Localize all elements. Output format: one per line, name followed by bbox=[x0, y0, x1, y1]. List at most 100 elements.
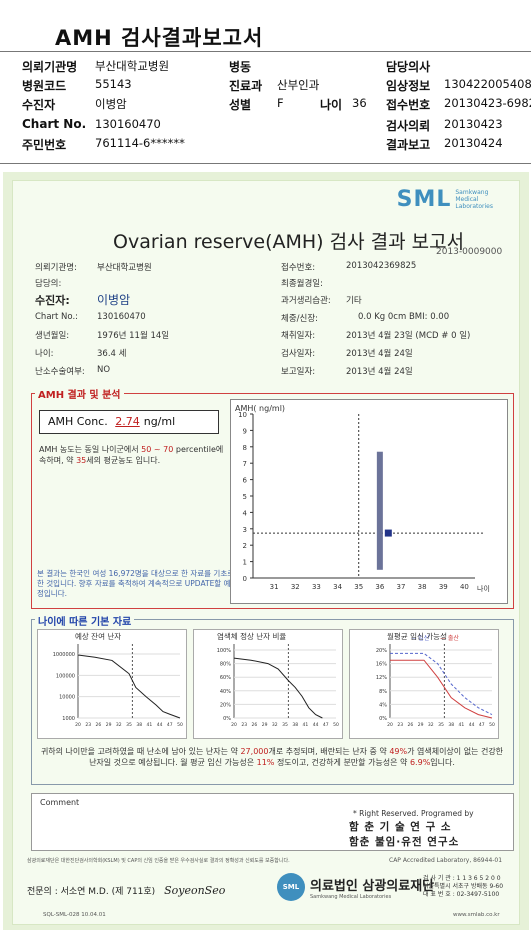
amh-text-2: percentile에 속하며, 약 bbox=[39, 445, 224, 465]
amh-data-note: 본 결과는 한국인 여성 16,972명을 대상으로 한 자료를 기초로 한 것… bbox=[37, 569, 235, 598]
normal-chart-xtick-label: 26 bbox=[252, 722, 258, 728]
info-value-collection-date: 2013년 4월 23일 (MCD # 0 일) bbox=[346, 331, 471, 341]
contact-line-3: 대 표 번 호 : 02-3497-5100 bbox=[423, 891, 500, 898]
value-chart-no: 130160470 bbox=[95, 117, 161, 131]
amh-section-title: AMH 결과 및 분석 bbox=[35, 386, 124, 401]
preg-chart-xtick-label: 29 bbox=[418, 722, 424, 728]
eggs-chart-xtick-label: 47 bbox=[167, 722, 173, 728]
label-resident-no: 주민번호 bbox=[22, 138, 67, 152]
label-ward: 병동 bbox=[229, 60, 252, 74]
info-label-test-date: 검사일자: bbox=[281, 349, 316, 359]
amh-concentration-box: AMH Conc. 2.74 ng/ml bbox=[39, 410, 219, 434]
rights-text: * Right Reserved. Programed by bbox=[353, 809, 474, 818]
preg-chart-ytick-label: 4% bbox=[379, 702, 387, 708]
eggs-chart-ytick-label: 1000 bbox=[62, 716, 75, 722]
info-label-patient: 수진자: bbox=[35, 294, 70, 307]
info-value-institution: 부산대학교병원 bbox=[97, 263, 152, 273]
value-patient: 이병암 bbox=[95, 97, 127, 111]
doctor-name: 전문의 : 서소연 M.D. (제 711호) bbox=[27, 887, 156, 897]
value-hospital-code: 55143 bbox=[95, 77, 132, 91]
amh-chart-ytick-label: 2 bbox=[243, 542, 247, 550]
preg-chart-legend-pregnancy: -- 임신 bbox=[412, 634, 429, 642]
contact-line-2: 서울특별시 서초구 방배동 9-60 bbox=[423, 883, 504, 890]
institute-name-1: 함 춘 기 술 연 구 소 bbox=[349, 821, 452, 833]
pregnancy-chance-chart: 20% 16% 12% 8% 4% 0%20 23 26 29 32 35 38 41 44 47 50 -- … bbox=[376, 634, 495, 728]
normal-chart-xtick-label: 41 bbox=[303, 722, 309, 728]
eggs-chart-ytick-label: 10000 bbox=[59, 695, 75, 701]
info-label-weight-height: 체중/신장: bbox=[281, 314, 319, 324]
preg-chart-xtick-label: 23 bbox=[397, 722, 403, 728]
info-label-last-period: 최종월경일: bbox=[281, 279, 323, 289]
preg-chart-ytick-label: 8% bbox=[379, 689, 387, 695]
age-text-c: 가 염색체이상이 없는 건강한 난자일 것으로 예상됩니다. 월 평균 임신 가… bbox=[89, 747, 504, 767]
cap-accreditation: CAP Accredited Laboratory, 86944-01 bbox=[389, 857, 503, 864]
eggs-chart-xtick-label: 23 bbox=[85, 722, 91, 728]
eggs-chart-xtick-label: 44 bbox=[157, 722, 163, 728]
amh-chart-xtick-label: 31 bbox=[270, 583, 279, 591]
preg-chart-xtick-label: 50 bbox=[489, 722, 495, 728]
amh-chart-ytick-label: 3 bbox=[243, 526, 247, 534]
eggs-chart-xtick-label: 50 bbox=[177, 722, 183, 728]
info-value-receipt-no: 2013042369825 bbox=[346, 261, 417, 271]
label-clinical-info: 임상정보 bbox=[386, 79, 431, 93]
eggs-chart-xtick-label: 29 bbox=[106, 722, 112, 728]
doctor-signature-line: 전문의 : 서소연 M.D. (제 711호) SoyeonSeo bbox=[27, 884, 225, 897]
amh-result-box bbox=[31, 393, 514, 609]
info-value-menstrual-habit: 기타 bbox=[346, 296, 362, 306]
info-value-age: 36.4 세 bbox=[97, 349, 127, 359]
amh-chart-xtick-label: 37 bbox=[397, 583, 406, 591]
value-institution: 부산대학교병원 bbox=[95, 59, 170, 73]
age-eggs-count: 27,000 bbox=[240, 747, 269, 756]
amh-chart-xtick-label: 34 bbox=[333, 583, 342, 591]
amh-chart-xlabel: 나이 bbox=[477, 584, 490, 593]
foundation-emblem-icon: SML bbox=[277, 873, 305, 901]
amh-text-1: AMH 농도는 동일 나이군에서 bbox=[39, 445, 139, 454]
age-section-title: 나이에 따른 기본 자료 bbox=[35, 613, 135, 628]
normal-chart-ytick-label: 0% bbox=[223, 716, 231, 722]
eggs-chart-line bbox=[77, 654, 181, 719]
value-department: 산부인과 bbox=[277, 78, 320, 92]
amh-chart-ytick-label: 5 bbox=[243, 493, 247, 501]
info-label-chart-no: Chart No.: bbox=[35, 312, 79, 322]
info-value-weight-height: 0.0 Kg 0cm BMI: 0.00 bbox=[358, 312, 450, 322]
comment-box: Comment bbox=[31, 793, 514, 851]
preg-chart-xtick-label: 20 bbox=[387, 722, 393, 728]
value-receipt-no: 20130423-6982 bbox=[444, 96, 531, 110]
amh-chart-range-bar bbox=[376, 451, 383, 570]
eggs-chart-xtick-label: 38 bbox=[136, 722, 142, 728]
amh-percentile-range: 50 ~ 70 bbox=[141, 445, 174, 454]
amh-chart-patient-point bbox=[384, 529, 392, 537]
preg-chart-legend-birth: — 출산 bbox=[440, 634, 459, 642]
preg-chart-ytick-label: 0% bbox=[379, 716, 387, 722]
mini-title-normal: 염색체 정상 난자 비율 bbox=[217, 632, 287, 641]
preg-chart-xtick-label: 32 bbox=[428, 722, 434, 728]
info-label-receipt-no: 접수번호: bbox=[281, 263, 316, 273]
foundation-name: 의료법인 삼광의료재단 bbox=[310, 878, 435, 894]
sml-logo: SML Samkwang Medical Laboratories bbox=[397, 187, 493, 212]
report-title: Ovarian reserve(AMH) 검사 결과 보고서 bbox=[113, 231, 465, 253]
preg-chart-xtick-label: 26 bbox=[408, 722, 414, 728]
amh-chart-ytick-label: 7 bbox=[243, 460, 247, 468]
amh-chart-xtick-label: 35 bbox=[354, 583, 363, 591]
info-label-doctor: 담당의: bbox=[35, 279, 62, 289]
age-normal-pct: 49% bbox=[389, 747, 408, 756]
header-divider-top bbox=[0, 51, 531, 52]
amh-chart-ytick-label: 9 bbox=[243, 427, 247, 435]
amh-text-3: 세의 평균농도 입니다. bbox=[86, 456, 161, 465]
amh-conc-value: 2.74 bbox=[115, 415, 140, 428]
contact-line-1: 검 사 기 관 : 1 1 3 6 5 2 0 0 bbox=[423, 875, 501, 882]
label-age: 나이 bbox=[320, 98, 343, 112]
info-value-chart-no: 130160470 bbox=[97, 312, 146, 322]
amh-chart-xtick-label: 36 bbox=[375, 583, 384, 591]
comment-label: Comment bbox=[40, 798, 80, 807]
preg-chart-ytick-label: 12% bbox=[376, 675, 387, 681]
eggs-chart-ytick-label: 1000000 bbox=[53, 652, 75, 658]
eggs-chart-xtick-label: 35 bbox=[126, 722, 132, 728]
info-label-menstrual-habit: 과거생리습관: bbox=[281, 296, 331, 306]
value-result-report: 20130424 bbox=[444, 136, 503, 150]
info-label-report-date: 보고일자: bbox=[281, 367, 316, 377]
normal-chart-ytick-label: 100% bbox=[217, 648, 232, 654]
amh-chart-xtick-label: 40 bbox=[460, 583, 469, 591]
sml-logo-sub-3: Laboratories bbox=[455, 203, 493, 210]
normal-chart-xtick-label: 32 bbox=[272, 722, 278, 728]
